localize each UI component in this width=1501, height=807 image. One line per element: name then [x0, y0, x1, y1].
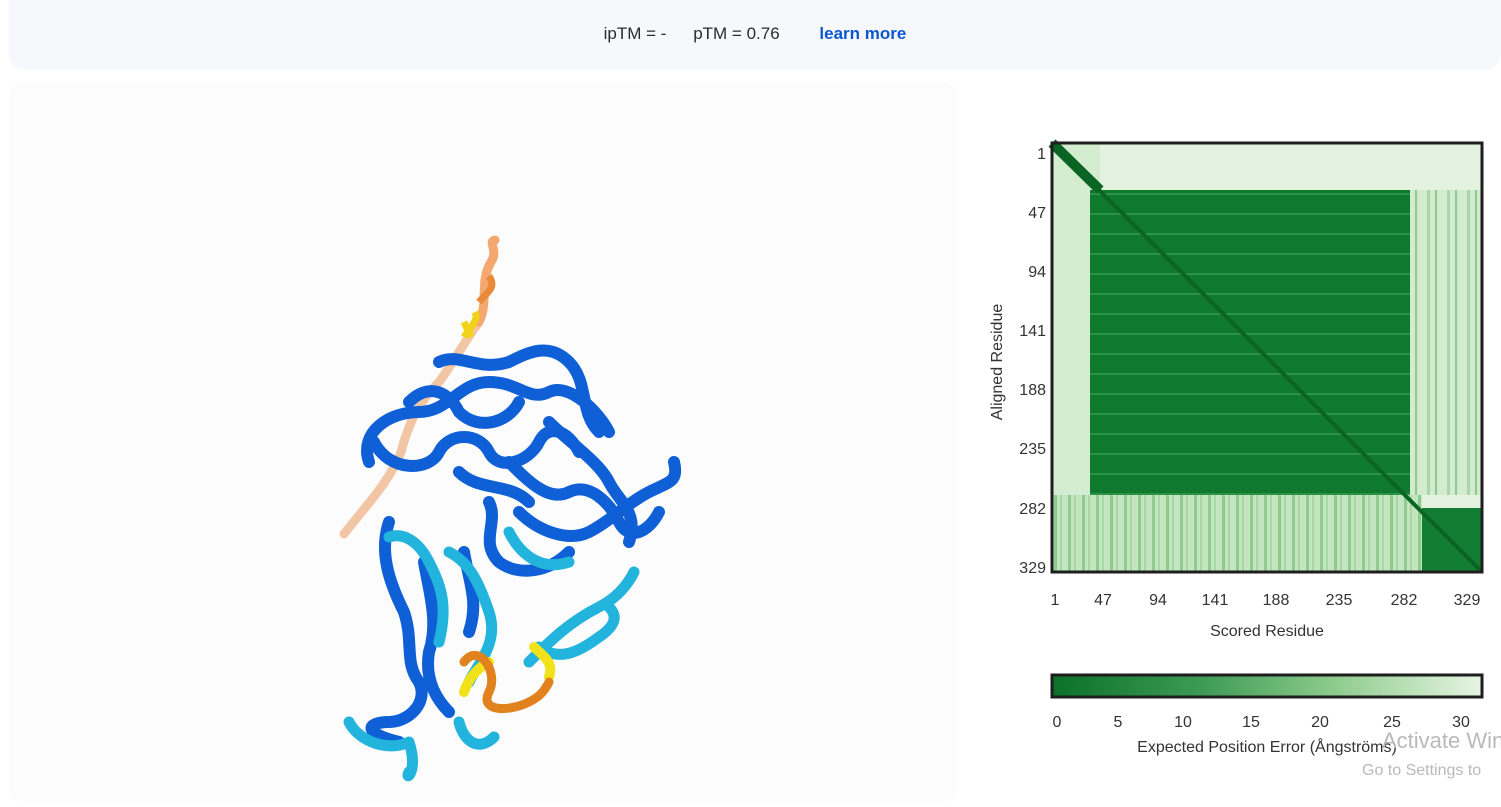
watermark-activate: Activate Win — [1382, 728, 1501, 753]
learn-more-link[interactable]: learn more — [819, 24, 907, 43]
x-tick: 329 — [1454, 592, 1481, 609]
scores-bar: ipTM = - pTM = 0.76 learn more — [9, 0, 1501, 70]
y-tick: 1 — [1037, 146, 1046, 163]
colorbar-tick: 10 — [1174, 714, 1192, 731]
iptm-score: ipTM = - — [603, 24, 667, 43]
scores-row: ipTM = - pTM = 0.76 learn more — [9, 24, 1501, 44]
colorbar-tick: 15 — [1242, 714, 1260, 731]
y-tick: 47 — [1028, 205, 1046, 222]
y-tick: 94 — [1028, 264, 1046, 281]
pae-heatmap — [1048, 139, 1484, 574]
y-tick: 329 — [1019, 560, 1046, 577]
pae-colorbar — [1050, 673, 1484, 699]
y-tick: 235 — [1019, 441, 1046, 458]
x-tick: 282 — [1391, 592, 1418, 609]
y-tick: 188 — [1019, 382, 1046, 399]
protein-structure-3d[interactable] — [9, 82, 957, 802]
x-tick: 141 — [1202, 592, 1229, 609]
x-tick: 188 — [1263, 592, 1290, 609]
colorbar-tick: 0 — [1053, 714, 1062, 731]
pae-xlabel: Scored Residue — [1210, 623, 1324, 640]
colorbar-tick: 25 — [1383, 714, 1401, 731]
y-tick: 282 — [1019, 501, 1046, 518]
ptm-score: pTM = 0.76 — [693, 24, 780, 43]
colorbar-tick: 30 — [1452, 714, 1470, 731]
watermark-settings: Go to Settings to — [1362, 762, 1482, 779]
pae-ylabel: Aligned Residue — [989, 304, 1006, 421]
x-tick: 94 — [1149, 592, 1167, 609]
x-tick: 47 — [1094, 592, 1112, 609]
x-tick: 235 — [1326, 592, 1353, 609]
pae-frame — [1050, 141, 1484, 574]
colorbar-tick: 20 — [1311, 714, 1329, 731]
structure-viewer[interactable] — [9, 82, 957, 802]
y-tick: 141 — [1019, 323, 1046, 340]
x-tick: 1 — [1051, 592, 1060, 609]
colorbar-tick: 5 — [1114, 714, 1123, 731]
colorbar-label: Expected Position Error (Ångströms) — [1137, 737, 1397, 756]
